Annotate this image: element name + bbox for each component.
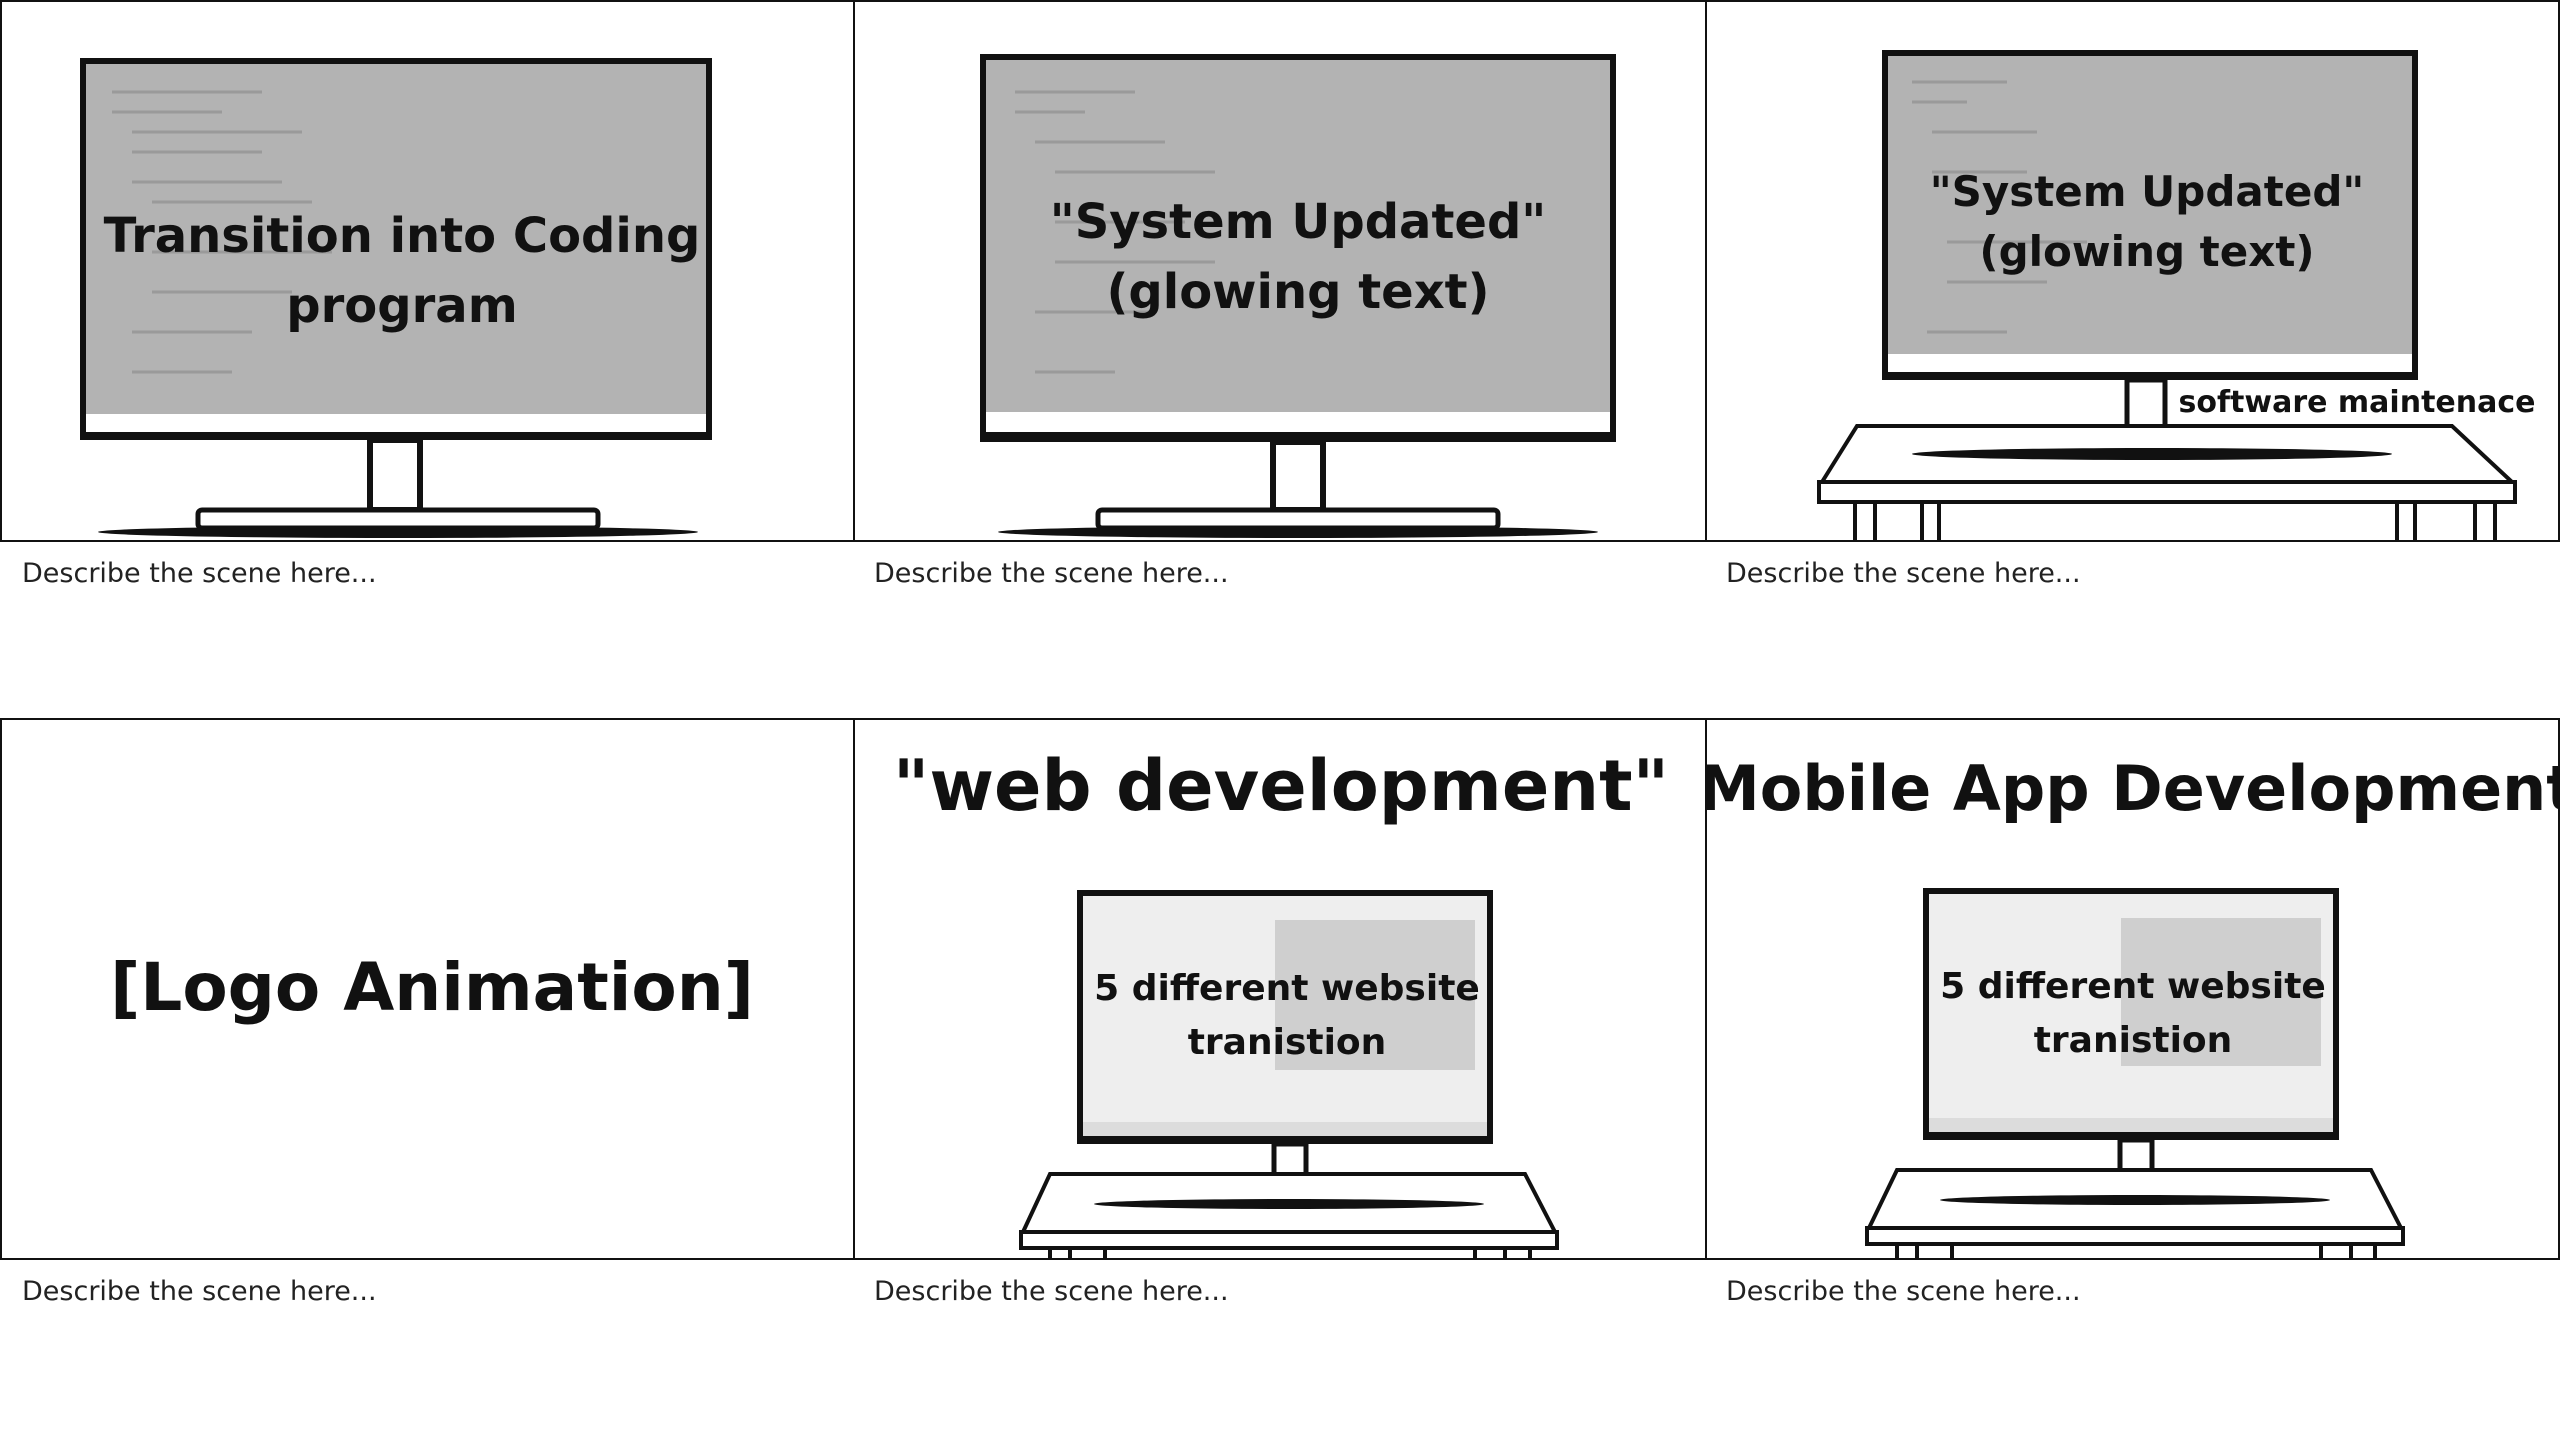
- storyboard-panel-1[interactable]: Transition into Coding program: [0, 0, 855, 542]
- panel-title: "Mobile App Development": [1707, 752, 2558, 825]
- storyboard-panel-6[interactable]: "Mobile App Development" 5 different web…: [1705, 718, 2560, 1260]
- storyboard-panel-4[interactable]: [Logo Animation]: [0, 718, 855, 1260]
- logo-placeholder: [Logo Animation]: [110, 949, 754, 1026]
- overlay-text: (glowing text): [1979, 227, 2314, 276]
- panel-title: "web development": [893, 745, 1669, 827]
- overlay-text: tranistion: [2034, 1020, 2233, 1061]
- side-label: software maintenace: [2179, 385, 2536, 420]
- overlay-text: tranistion: [1188, 1022, 1387, 1063]
- center-text: [Logo Animation]: [110, 949, 754, 1026]
- overlay-text: 5 different website: [1094, 968, 1480, 1009]
- overlay-text: Transition into Coding: [104, 208, 701, 264]
- storyboard-panel-2[interactable]: "System Updated" (glowing text): [853, 0, 1707, 542]
- monitor-desk-illustration: "System Updated" (glowing text) software…: [1817, 50, 2536, 540]
- scene-description[interactable]: Describe the scene here...: [874, 1276, 1229, 1307]
- monitor-illustration: Transition into Coding program: [80, 58, 712, 538]
- overlay-text: "System Updated": [1050, 194, 1547, 250]
- scene-description[interactable]: Describe the scene here...: [874, 558, 1229, 589]
- overlay-text: "System Updated": [1930, 167, 2365, 216]
- scene-description[interactable]: Describe the scene here...: [22, 1276, 377, 1307]
- monitor-illustration: "System Updated" (glowing text): [980, 54, 1616, 538]
- code-screen: [986, 60, 1610, 412]
- code-screen: [86, 64, 706, 414]
- overlay-text: program: [286, 278, 517, 334]
- monitor-desk-illustration: "web development" 5 different website tr…: [893, 745, 1669, 1258]
- overlay-text: (glowing text): [1106, 264, 1489, 320]
- scene-description[interactable]: Describe the scene here...: [1726, 1276, 2081, 1307]
- storyboard-panel-3[interactable]: "System Updated" (glowing text) software…: [1705, 0, 2560, 542]
- code-screen: [1888, 56, 2412, 354]
- scene-description[interactable]: Describe the scene here...: [1726, 558, 2081, 589]
- monitor-desk-illustration: "Mobile App Development" 5 different web…: [1707, 752, 2558, 1258]
- scene-description[interactable]: Describe the scene here...: [22, 558, 377, 589]
- storyboard-panel-5[interactable]: "web development" 5 different website tr…: [853, 718, 1707, 1260]
- overlay-text: 5 different website: [1940, 966, 2326, 1007]
